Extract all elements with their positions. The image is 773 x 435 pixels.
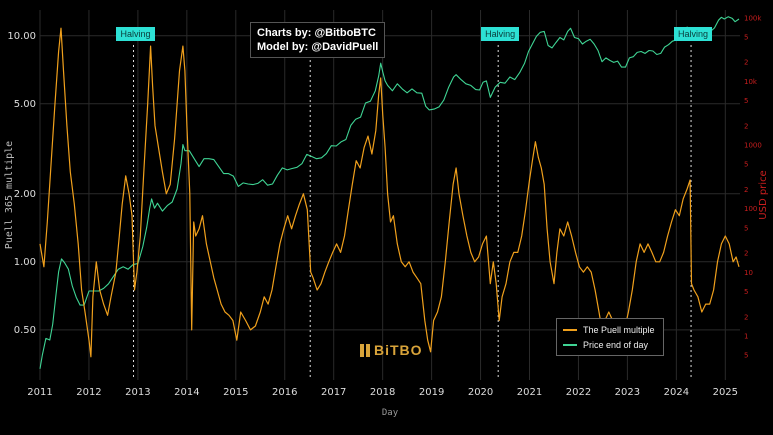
chart-legend: The Puell multiple Price end of day — [556, 318, 664, 356]
x-tick-label-2019: 2019 — [419, 387, 444, 398]
watermark-text: BiTBO — [374, 342, 423, 358]
x-tick-label-2022: 2022 — [566, 387, 591, 398]
right-tick-label-14: 2 — [744, 59, 748, 67]
x-tick-label-2020: 2020 — [468, 387, 493, 398]
halving-label-2: Halving — [481, 27, 520, 41]
legend-swatch-price — [563, 343, 577, 346]
right-tick-label-9: 5 — [744, 161, 748, 169]
x-tick-label-2012: 2012 — [76, 387, 101, 398]
x-axis-ticks: 2011 2012 2013 2014 2015 2016 2017 2018 2019 2020… — [27, 387, 738, 398]
right-tick-label-8: 2 — [744, 186, 748, 194]
x-tick-label-2024: 2024 — [664, 387, 689, 398]
x-tick-label-2018: 2018 — [370, 387, 395, 398]
right-tick-label-15: 5 — [744, 33, 748, 41]
left-tick-label-2: 2.00 — [14, 189, 36, 200]
halving-label-0: Halving — [116, 27, 155, 41]
y-axis-right-label: USD price — [758, 170, 769, 219]
series-layer — [39, 16, 740, 369]
left-tick-label-3: 5.00 — [14, 99, 36, 110]
left-tick-label-1: 1.00 — [14, 257, 36, 268]
right-tick-label-13: 10k — [744, 78, 758, 86]
x-tick-label-2017: 2017 — [321, 387, 346, 398]
halving-lines — [132, 45, 692, 380]
right-axis-ticks: 5 1 2 5 10 2 5 100 2 5 1000 2 5 10k 2 5 100k — [744, 14, 762, 359]
y-axis-left-label: Puell 365 multiple — [4, 141, 15, 249]
right-tick-label-11: 2 — [744, 122, 748, 130]
x-tick-label-2016: 2016 — [272, 387, 297, 398]
right-tick-label-1: 1 — [744, 333, 748, 341]
legend-item-price: Price end of day — [563, 337, 655, 352]
x-tick-label-2014: 2014 — [174, 387, 199, 398]
puell-multiple-line — [39, 27, 740, 358]
right-tick-label-0: 5 — [744, 352, 748, 360]
right-tick-label-2: 2 — [744, 313, 748, 321]
price-line — [39, 16, 740, 369]
x-tick-label-2025: 2025 — [713, 387, 738, 398]
legend-label-price: Price end of day — [583, 339, 649, 350]
x-axis-label: Day — [382, 408, 399, 418]
x-tick-label-2015: 2015 — [223, 387, 248, 398]
x-tick-label-2023: 2023 — [615, 387, 640, 398]
x-tick-label-2021: 2021 — [517, 387, 542, 398]
x-tick-label-2013: 2013 — [125, 387, 150, 398]
bitbo-watermark: BiTBO — [360, 342, 423, 358]
left-tick-label-4: 10.00 — [7, 31, 36, 42]
bitbo-logo-icon — [360, 343, 370, 357]
chart-grid — [39, 10, 740, 380]
credits-chart-author: Charts by: @BitboBTC — [257, 27, 376, 39]
right-tick-label-4: 10 — [744, 269, 753, 277]
right-tick-label-16: 100k — [744, 14, 762, 22]
chart-credits: Charts by: @BitboBTC Model by: @DavidPue… — [250, 22, 386, 58]
right-tick-label-12: 5 — [744, 97, 748, 105]
legend-label-puell: The Puell multiple — [583, 324, 655, 335]
left-axis-ticks: 0.50 1.00 2.00 5.00 10.00 — [7, 31, 36, 336]
right-tick-label-3: 5 — [744, 288, 748, 296]
credits-model-author: Model by: @DavidPuell — [257, 41, 379, 53]
right-tick-label-5: 2 — [744, 250, 748, 258]
right-tick-label-6: 5 — [744, 224, 748, 232]
x-tick-label-2011: 2011 — [27, 387, 52, 398]
halving-label-3: Halving — [674, 27, 713, 41]
legend-item-puell: The Puell multiple — [563, 322, 655, 337]
left-tick-label-0: 0.50 — [14, 325, 36, 336]
right-tick-label-10: 1000 — [744, 142, 762, 150]
legend-swatch-puell — [563, 328, 577, 331]
right-tick-label-7: 100 — [744, 205, 757, 213]
